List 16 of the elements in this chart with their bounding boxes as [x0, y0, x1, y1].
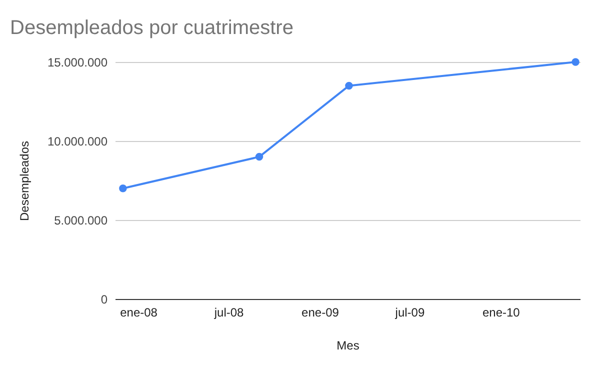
x-tick-label: jul-08 — [213, 306, 244, 320]
chart-title: Desempleados por cuatrimestre — [10, 17, 294, 39]
x-tick-label: ene-09 — [302, 306, 340, 320]
y-axis-title: Desempleados — [17, 140, 32, 222]
point — [119, 184, 127, 192]
point — [572, 58, 580, 66]
x-tick-label: jul-09 — [394, 306, 425, 320]
point — [255, 152, 264, 161]
x-axis-title: Mes — [336, 338, 360, 352]
y-tick-label: 15.000.000 — [47, 56, 108, 70]
x-tick-label: ene-08 — [120, 306, 158, 320]
y-tick-label: 10.000.000 — [47, 134, 108, 148]
point — [345, 82, 353, 90]
y-tick-label: 5.000.000 — [54, 214, 108, 228]
x-tick-label: ene-10 — [482, 306, 520, 320]
y-tick-label: 0 — [100, 292, 108, 306]
